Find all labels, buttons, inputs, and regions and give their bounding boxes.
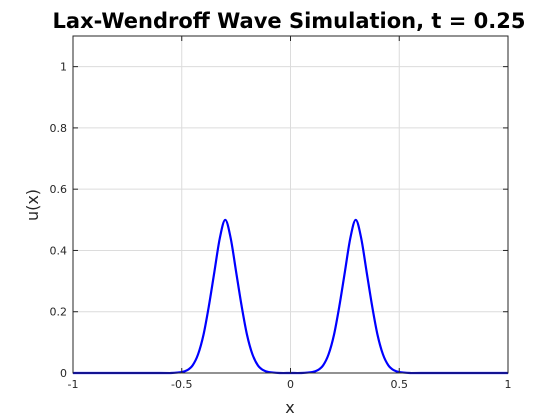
chart-title: Lax-Wendroff Wave Simulation, t = 0.25	[53, 9, 526, 33]
y-axis-label: u(x)	[23, 189, 42, 221]
x-tick-label: 1	[505, 378, 512, 391]
x-tick-label: 0.5	[391, 378, 409, 391]
y-tick-label: 0.8	[50, 122, 68, 135]
ticks: -1 -0.5 0 0.5 1 0 0.2 0.4 0.6 0.8 1	[50, 36, 512, 391]
y-tick-label: 0.6	[50, 183, 68, 196]
x-tick-label: -1	[68, 378, 79, 391]
y-tick-label: 0	[60, 367, 67, 380]
x-tick-label: 0	[287, 378, 294, 391]
x-tick-label: -0.5	[171, 378, 192, 391]
y-tick-label: 0.2	[50, 306, 68, 319]
y-tick-label: 1	[60, 61, 67, 74]
grid	[72, 36, 509, 374]
y-tick-label: 0.4	[50, 244, 68, 257]
x-axis-label: x	[285, 398, 294, 417]
